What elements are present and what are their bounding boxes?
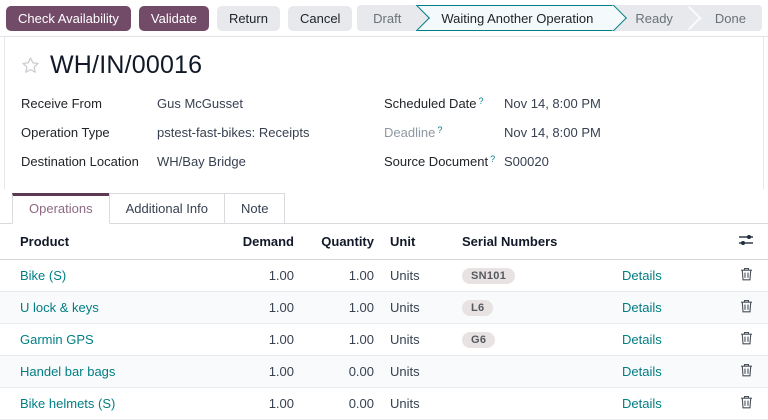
- serial-number-badge: G6: [462, 332, 496, 348]
- unit-cell: Units: [382, 291, 454, 324]
- statusbar-step-draft[interactable]: Draft: [373, 10, 402, 26]
- details-link[interactable]: Details: [622, 396, 662, 411]
- statusbar-step-waiting-another-operation[interactable]: Waiting Another Operation: [417, 5, 614, 31]
- notebook-tabs: Operations Additional Info Note: [0, 193, 768, 224]
- product-link[interactable]: Handel bar bags: [20, 364, 116, 379]
- product-link[interactable]: Garmin GPS: [20, 332, 94, 347]
- operations-table-body: Bike (S) 1.00 1.00 Units SN101 Details U…: [0, 259, 768, 420]
- delete-row-trash-icon[interactable]: [740, 267, 753, 281]
- help-icon: ?: [490, 154, 496, 164]
- operation-type-label: Operation Type: [21, 125, 110, 140]
- favorite-star-icon[interactable]: [21, 56, 40, 75]
- statusbar-step-done[interactable]: Done: [714, 10, 746, 26]
- table-row[interactable]: Garmin GPS 1.00 1.00 Units G6 Details: [0, 323, 768, 356]
- unit-cell: Units: [382, 387, 454, 420]
- source-document-label: Source Document?: [384, 154, 496, 169]
- help-icon: ?: [478, 96, 484, 106]
- column-header-product[interactable]: Product: [0, 224, 232, 260]
- column-header-demand[interactable]: Demand: [232, 224, 302, 260]
- scheduled-date-label: Scheduled Date?: [384, 96, 484, 111]
- check-availability-button[interactable]: Check Availability: [6, 5, 131, 31]
- tab-operations[interactable]: Operations: [12, 193, 110, 224]
- unit-cell: Units: [382, 323, 454, 356]
- product-link[interactable]: U lock & keys: [20, 300, 99, 315]
- unit-cell: Units: [382, 355, 454, 388]
- destination-location-label: Destination Location: [21, 154, 139, 169]
- optional-columns-icon[interactable]: [738, 232, 754, 248]
- table-row[interactable]: U lock & keys 1.00 1.00 Units L6 Details: [0, 291, 768, 324]
- record-title: WH/IN/00016: [50, 51, 203, 79]
- deadline-value[interactable]: Nov 14, 8:00 PM: [504, 125, 601, 140]
- delete-row-trash-icon[interactable]: [740, 331, 753, 345]
- column-header-details: [614, 224, 724, 260]
- delete-row-trash-icon[interactable]: [740, 363, 753, 377]
- table-row[interactable]: Handel bar bags 1.00 0.00 Units Details: [0, 355, 768, 388]
- quantity-cell[interactable]: 0.00: [302, 387, 382, 420]
- details-link[interactable]: Details: [622, 268, 662, 283]
- table-header-row: Product Demand Quantity Unit Serial Numb…: [0, 224, 768, 260]
- tab-note[interactable]: Note: [224, 193, 286, 223]
- serial-number-badge: L6: [462, 300, 494, 316]
- action-buttons: Check Availability Validate Return Cance…: [6, 5, 353, 31]
- quantity-cell[interactable]: 0.00: [302, 355, 382, 388]
- product-link[interactable]: Bike helmets (S): [20, 396, 116, 411]
- tab-additional-info[interactable]: Additional Info: [108, 193, 225, 223]
- table-row[interactable]: Bike (S) 1.00 1.00 Units SN101 Details: [0, 259, 768, 292]
- quantity-cell[interactable]: 1.00: [302, 259, 382, 292]
- cancel-button[interactable]: Cancel: [287, 5, 353, 31]
- statusbar: Draft Waiting Another Operation Ready Do…: [357, 5, 762, 31]
- table-row[interactable]: Bike helmets (S) 1.00 0.00 Units Details: [0, 387, 768, 420]
- deadline-label: Deadline?: [384, 125, 443, 140]
- help-icon: ?: [437, 125, 443, 135]
- destination-location-value[interactable]: WH/Bay Bridge: [157, 154, 246, 169]
- delete-row-trash-icon[interactable]: [740, 299, 753, 313]
- quantity-cell[interactable]: 1.00: [302, 291, 382, 324]
- demand-cell[interactable]: 1.00: [232, 323, 302, 356]
- statusbar-separator: [689, 5, 699, 31]
- operations-table: Product Demand Quantity Unit Serial Numb…: [0, 224, 768, 420]
- return-button[interactable]: Return: [216, 5, 280, 31]
- receive-from-value[interactable]: Gus McGusset: [157, 96, 243, 111]
- unit-cell: Units: [382, 259, 454, 292]
- column-header-quantity[interactable]: Quantity: [302, 224, 382, 260]
- statusbar-step-ready[interactable]: Ready: [635, 10, 673, 26]
- product-link[interactable]: Bike (S): [20, 268, 67, 283]
- scheduled-date-value[interactable]: Nov 14, 8:00 PM: [504, 96, 601, 111]
- quantity-cell[interactable]: 1.00: [302, 323, 382, 356]
- details-link[interactable]: Details: [622, 332, 662, 347]
- demand-cell[interactable]: 1.00: [232, 355, 302, 388]
- serial-number-badge: SN101: [462, 268, 516, 284]
- details-link[interactable]: Details: [622, 364, 662, 379]
- field-groups: Receive From Gus McGusset Operation Type…: [21, 96, 747, 183]
- operation-type-value[interactable]: pstest-fast-bikes: Receipts: [157, 125, 310, 140]
- column-header-unit[interactable]: Unit: [382, 224, 454, 260]
- demand-cell[interactable]: 1.00: [232, 387, 302, 420]
- form-sheet: WH/IN/00016 Receive From Gus McGusset Op…: [0, 36, 768, 420]
- receive-from-label: Receive From: [21, 96, 102, 111]
- validate-button[interactable]: Validate: [138, 5, 209, 31]
- sheet-header: WH/IN/00016 Receive From Gus McGusset Op…: [4, 37, 764, 189]
- details-link[interactable]: Details: [622, 300, 662, 315]
- source-document-value[interactable]: S00020: [504, 154, 549, 169]
- delete-row-trash-icon[interactable]: [740, 395, 753, 409]
- demand-cell[interactable]: 1.00: [232, 259, 302, 292]
- column-header-serial-numbers[interactable]: Serial Numbers: [454, 224, 614, 260]
- demand-cell[interactable]: 1.00: [232, 291, 302, 324]
- top-control-bar: Check Availability Validate Return Cance…: [0, 0, 768, 36]
